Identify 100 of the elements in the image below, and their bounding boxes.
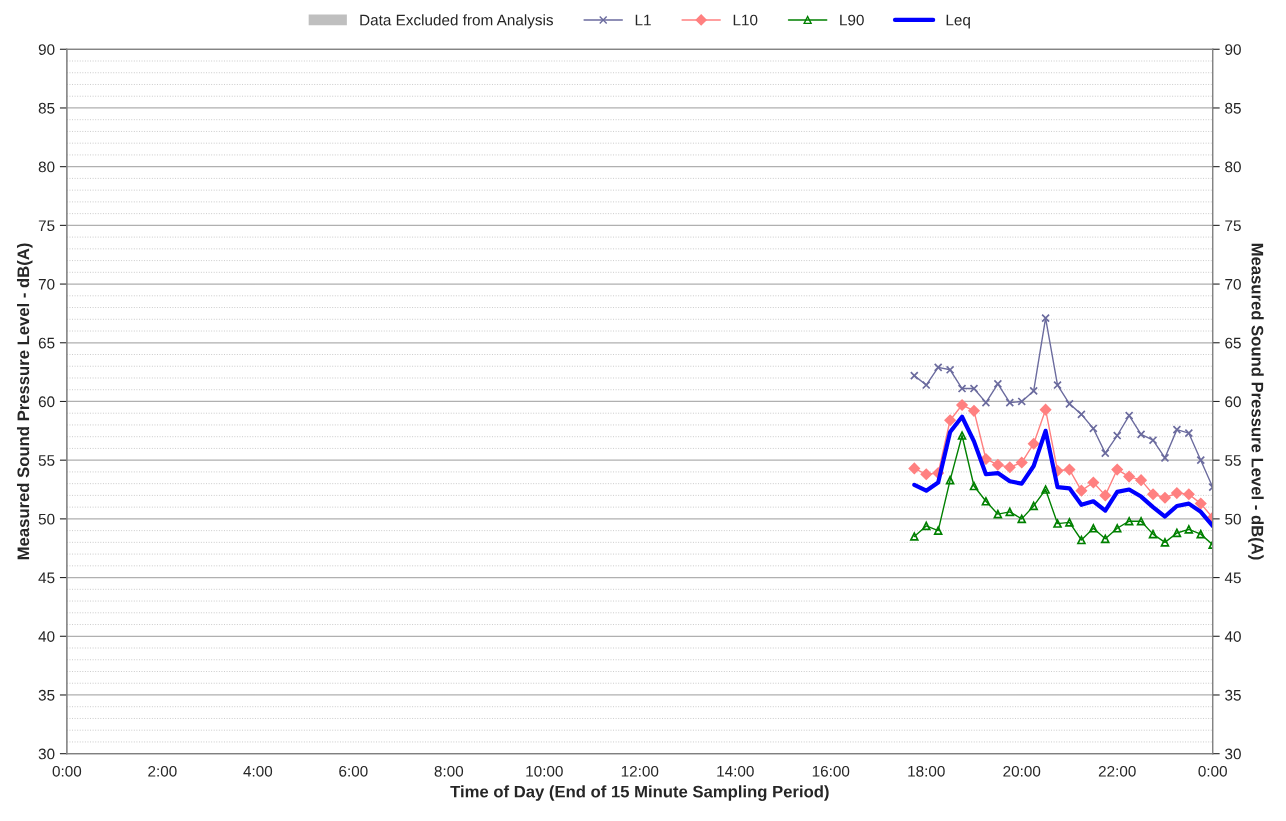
y2-tick-label: 45 [1224, 572, 1241, 584]
point [992, 459, 1004, 471]
point [1148, 435, 1158, 445]
point [1135, 474, 1147, 486]
point [1136, 430, 1146, 439]
y2-tick-label: 75 [1225, 220, 1241, 232]
point [1172, 528, 1182, 538]
point [921, 521, 931, 531]
x-tick-label: 12:00 [621, 765, 659, 777]
point [1160, 538, 1170, 547]
y-tick-label: 80 [38, 161, 55, 173]
legend-label: Leq [946, 14, 970, 29]
point [1015, 456, 1028, 469]
y2-tick-label: 50 [1225, 513, 1241, 525]
x-tick-label: 2:00 [148, 765, 177, 777]
point [993, 379, 1003, 389]
point [1184, 525, 1194, 534]
point [1075, 484, 1088, 497]
point [1087, 476, 1100, 489]
point [945, 365, 955, 375]
point [1171, 487, 1183, 499]
point [1196, 455, 1206, 465]
point [1100, 534, 1110, 544]
y-tick-label: 90 [38, 44, 55, 55]
point [1147, 488, 1159, 500]
point [1005, 507, 1015, 517]
y2-tick-label: 90 [1225, 44, 1241, 55]
point [1136, 516, 1146, 526]
x-tick-label: 8:00 [434, 765, 464, 777]
point [1065, 518, 1074, 527]
point [981, 496, 991, 506]
y2-tick-label: 35 [1225, 689, 1241, 701]
point [957, 431, 967, 440]
x-tick-label: 0:00 [52, 765, 82, 777]
y-tick-label: 70 [38, 278, 55, 290]
point [1063, 463, 1076, 476]
legend-label: Data Excluded from Analysis [360, 14, 553, 29]
x-tick-label: 6:00 [339, 765, 368, 777]
point [1124, 516, 1134, 526]
y2-tick-label: 30 [1225, 748, 1241, 760]
point [1159, 491, 1171, 504]
y2-tick-label: 40 [1224, 631, 1241, 642]
x-axis-title: Time of Day (End of 15 Minute Sampling Period) [450, 785, 829, 801]
x-tick-label: 18:00 [908, 765, 945, 777]
point [1124, 411, 1134, 420]
y2-tick-label: 85 [1225, 102, 1241, 114]
point [1065, 399, 1074, 409]
point [933, 363, 943, 372]
legend-label: L90 [840, 14, 864, 26]
point [909, 371, 919, 380]
y-tick-label: 75 [38, 220, 55, 232]
point [957, 384, 967, 393]
y2-tick-label: 60 [1225, 396, 1241, 408]
point [1160, 453, 1170, 463]
point [1039, 403, 1052, 416]
point [1148, 529, 1158, 539]
y-tick-label: 30 [38, 748, 55, 760]
line-series [912, 414, 1213, 529]
y2-tick-label: 55 [1225, 455, 1241, 466]
point [1112, 523, 1122, 533]
point [1053, 519, 1062, 528]
point [920, 468, 932, 481]
point [1111, 463, 1123, 476]
point [944, 414, 956, 426]
point [1112, 431, 1122, 440]
point [1041, 313, 1050, 323]
legend-label: L1 [635, 14, 651, 26]
x-tick-label: 16:00 [812, 765, 850, 777]
y-tick-label: 85 [38, 102, 55, 114]
x-tick-label: 22:00 [1098, 765, 1136, 777]
point [909, 532, 919, 541]
point [1183, 488, 1195, 500]
point [968, 405, 980, 417]
point [1029, 501, 1038, 511]
point [969, 384, 979, 393]
y2-axis-title: Measured Sound Pressure Level - dB(A) [1248, 243, 1264, 560]
point [1196, 529, 1206, 539]
point [1089, 424, 1098, 433]
point [1027, 437, 1040, 450]
point [1005, 398, 1015, 407]
x-tick-label: 14:00 [717, 765, 754, 777]
point [969, 481, 979, 491]
x-tick-label: 4:00 [243, 765, 273, 777]
point [1089, 523, 1098, 533]
y2-tick-label: 65 [1225, 337, 1241, 349]
point [1004, 461, 1016, 473]
x-tick-label: 20:00 [1003, 765, 1041, 777]
legend-label: L10 [733, 14, 758, 26]
point [1172, 425, 1182, 434]
x-tick-label: 0:00 [1198, 765, 1227, 777]
point [945, 475, 955, 485]
y-tick-label: 35 [38, 689, 55, 701]
y2-tick-label: 70 [1225, 278, 1241, 290]
point [1099, 489, 1112, 502]
y-tick-label: 40 [38, 631, 55, 642]
point [1077, 410, 1086, 419]
point [981, 398, 991, 407]
point [908, 462, 921, 475]
y2-tick-label: 80 [1225, 161, 1241, 173]
y-tick-label: 45 [38, 572, 55, 584]
